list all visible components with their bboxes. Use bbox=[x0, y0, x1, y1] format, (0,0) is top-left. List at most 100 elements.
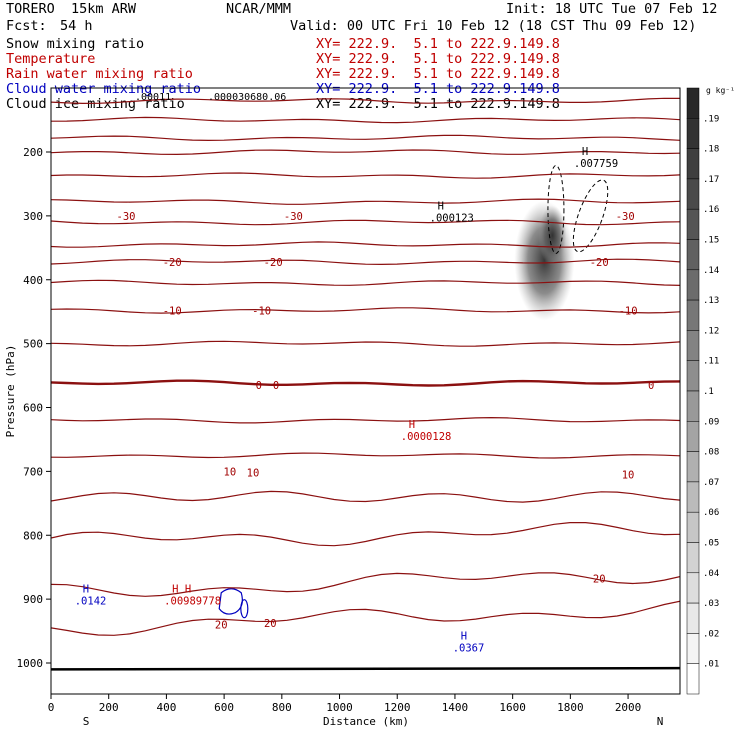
colorbar-tick-label: .02 bbox=[703, 629, 719, 639]
forecast-label: Fcst: bbox=[6, 18, 47, 34]
y-tick-label: 200 bbox=[23, 146, 43, 159]
colorbar-tick-label: .07 bbox=[703, 478, 719, 488]
isotherm-line bbox=[51, 172, 680, 179]
colorbar-tick-label: .19 bbox=[703, 114, 719, 124]
max-marker: H bbox=[438, 200, 444, 212]
field-xy-rain: XY= 222.9. 5.1 to 222.9.149.8 bbox=[316, 66, 560, 82]
isotherm-line bbox=[51, 149, 680, 156]
colorbar-tick-label: .04 bbox=[703, 569, 719, 579]
colorbar-segment bbox=[686, 572, 700, 604]
colorbar-tick-label: .03 bbox=[703, 599, 719, 609]
isotherm-line bbox=[51, 572, 680, 597]
y-tick-label: 700 bbox=[23, 465, 43, 478]
plot-frame bbox=[50, 87, 681, 695]
colorbar-segment bbox=[686, 663, 700, 695]
isotherm-label: -20 bbox=[264, 257, 283, 269]
isotherm-label: -30 bbox=[284, 211, 303, 223]
isotherm-line bbox=[51, 116, 680, 124]
isotherm-line bbox=[51, 219, 680, 226]
y-tick-label: 500 bbox=[23, 338, 43, 351]
isotherm-line bbox=[51, 97, 680, 105]
max-marker: H H bbox=[172, 584, 191, 596]
isotherm-line bbox=[51, 452, 680, 459]
isotherm-line bbox=[51, 522, 680, 547]
x-axis-title: Distance (km) bbox=[323, 715, 409, 728]
colorbar-segment bbox=[686, 330, 700, 361]
colorbar-tick-label: .13 bbox=[703, 296, 719, 306]
field-name-temperature: Temperature bbox=[6, 51, 96, 67]
colorbar-segment bbox=[686, 451, 700, 483]
y-tick-label: 400 bbox=[23, 274, 43, 287]
colorbar-segment bbox=[686, 633, 700, 664]
colorbar-segment bbox=[686, 481, 700, 513]
isotherm-label: 0 bbox=[648, 380, 654, 392]
x-tick-label: 0 bbox=[48, 701, 55, 714]
colorbar-tick-label: .09 bbox=[703, 417, 719, 427]
y-tick-label: 800 bbox=[23, 529, 43, 542]
isotherm-label: 10 bbox=[622, 470, 635, 482]
isotherm-line bbox=[51, 258, 680, 266]
colorbar-tick-label: .06 bbox=[703, 508, 719, 518]
colorbar-tick-label: .16 bbox=[703, 205, 719, 215]
top-max-label: .000030680.06 bbox=[208, 92, 286, 103]
colorbar-segment bbox=[686, 421, 700, 452]
isotherm-label: 20 bbox=[215, 620, 228, 632]
isotherm-line bbox=[51, 279, 680, 286]
x-tick-label: 800 bbox=[272, 701, 292, 714]
isotherm-label: -30 bbox=[616, 211, 635, 223]
snow-shading-core bbox=[538, 205, 567, 266]
field-name-snow: Snow mixing ratio bbox=[6, 36, 145, 52]
x-tick-label: 400 bbox=[156, 701, 176, 714]
colorbar-segment bbox=[686, 390, 700, 422]
field-name-cloud-water: Cloud water mixing ratio bbox=[6, 81, 202, 97]
max-marker: H bbox=[582, 146, 588, 158]
isotherm-label: 20 bbox=[264, 618, 277, 630]
field-name-rain: Rain water mixing ratio bbox=[6, 66, 193, 82]
colorbar-segment bbox=[686, 239, 700, 271]
colorbar-tick-label: .12 bbox=[703, 326, 719, 336]
isotherm-label: 20 bbox=[593, 574, 606, 586]
x-tick-label: 200 bbox=[99, 701, 119, 714]
max-value-label: .0000128 bbox=[401, 431, 452, 443]
field-name-cloud-ice: Cloud ice mixing ratio bbox=[6, 96, 185, 112]
isotherm-label: -10 bbox=[619, 305, 638, 317]
isotherm-label: -10 bbox=[252, 305, 271, 317]
x-tick-label: 1200 bbox=[384, 701, 411, 714]
colorbar-segment bbox=[686, 299, 700, 331]
x-tick-label: 2000 bbox=[615, 701, 642, 714]
isotherm-label: 0 bbox=[256, 380, 262, 392]
colorbar-tick-label: .18 bbox=[703, 145, 719, 155]
colorbar-tick-label: .1 bbox=[703, 387, 714, 397]
colorbar-tick-label: .15 bbox=[703, 236, 719, 246]
colorbar-tick-label: .05 bbox=[703, 539, 719, 549]
colorbar-segment bbox=[686, 118, 700, 149]
colorbar-tick-label: .14 bbox=[703, 266, 719, 276]
max-value-label: .0142 bbox=[75, 596, 107, 608]
isotherm-line bbox=[51, 134, 680, 142]
colorbar-segment bbox=[686, 511, 700, 543]
isotherm-line bbox=[51, 307, 680, 314]
isotherm-label: -20 bbox=[163, 257, 182, 269]
model-title: TORERO 15km ARW bbox=[6, 1, 137, 17]
y-tick-label: 600 bbox=[23, 402, 43, 415]
y-tick-label: 300 bbox=[23, 210, 43, 223]
x-tick-label: 1400 bbox=[442, 701, 469, 714]
isotherm-line bbox=[51, 198, 680, 205]
isotherm-label: 10 bbox=[224, 466, 237, 478]
isotherm-line bbox=[51, 340, 680, 347]
center-title: NCAR/MMM bbox=[226, 1, 292, 17]
x-tick-label: 600 bbox=[214, 701, 234, 714]
ground-surface bbox=[50, 666, 681, 671]
colorbar-units: g kg⁻¹ bbox=[706, 86, 735, 95]
colorbar-tick-label: .17 bbox=[703, 175, 719, 185]
colorbar-tick-label: .01 bbox=[703, 660, 719, 670]
y-axis-title: Pressure (hPa) bbox=[4, 345, 17, 438]
isotherm-line bbox=[51, 490, 680, 503]
colorbar-segment bbox=[686, 148, 700, 180]
field-xy-temperature: XY= 222.9. 5.1 to 222.9.149.8 bbox=[316, 51, 560, 67]
colorbar-segment bbox=[686, 360, 700, 392]
isotherm-line bbox=[51, 241, 680, 248]
max-marker: H bbox=[83, 584, 89, 596]
top-max-label: .00011 bbox=[135, 92, 171, 103]
